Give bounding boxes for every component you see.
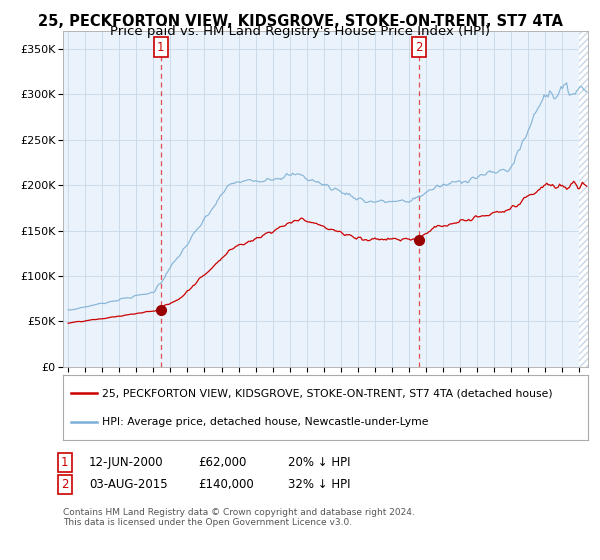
Text: 1: 1 <box>157 41 164 54</box>
Text: 2: 2 <box>61 478 68 491</box>
Text: 25, PECKFORTON VIEW, KIDSGROVE, STOKE-ON-TRENT, ST7 4TA (detached house): 25, PECKFORTON VIEW, KIDSGROVE, STOKE-ON… <box>103 388 553 398</box>
Text: This data is licensed under the Open Government Licence v3.0.: This data is licensed under the Open Gov… <box>63 518 352 527</box>
Text: 03-AUG-2015: 03-AUG-2015 <box>89 478 167 491</box>
Text: £62,000: £62,000 <box>198 456 247 469</box>
Text: 1: 1 <box>61 456 68 469</box>
Text: 2: 2 <box>415 41 422 54</box>
Text: HPI: Average price, detached house, Newcastle-under-Lyme: HPI: Average price, detached house, Newc… <box>103 417 429 427</box>
Text: 32% ↓ HPI: 32% ↓ HPI <box>288 478 350 491</box>
Text: 12-JUN-2000: 12-JUN-2000 <box>89 456 163 469</box>
Bar <box>580 31 588 367</box>
Text: Price paid vs. HM Land Registry's House Price Index (HPI): Price paid vs. HM Land Registry's House … <box>110 25 490 38</box>
Text: £140,000: £140,000 <box>198 478 254 491</box>
Text: 20% ↓ HPI: 20% ↓ HPI <box>288 456 350 469</box>
Text: Contains HM Land Registry data © Crown copyright and database right 2024.: Contains HM Land Registry data © Crown c… <box>63 508 415 517</box>
Text: 25, PECKFORTON VIEW, KIDSGROVE, STOKE-ON-TRENT, ST7 4TA: 25, PECKFORTON VIEW, KIDSGROVE, STOKE-ON… <box>37 14 563 29</box>
